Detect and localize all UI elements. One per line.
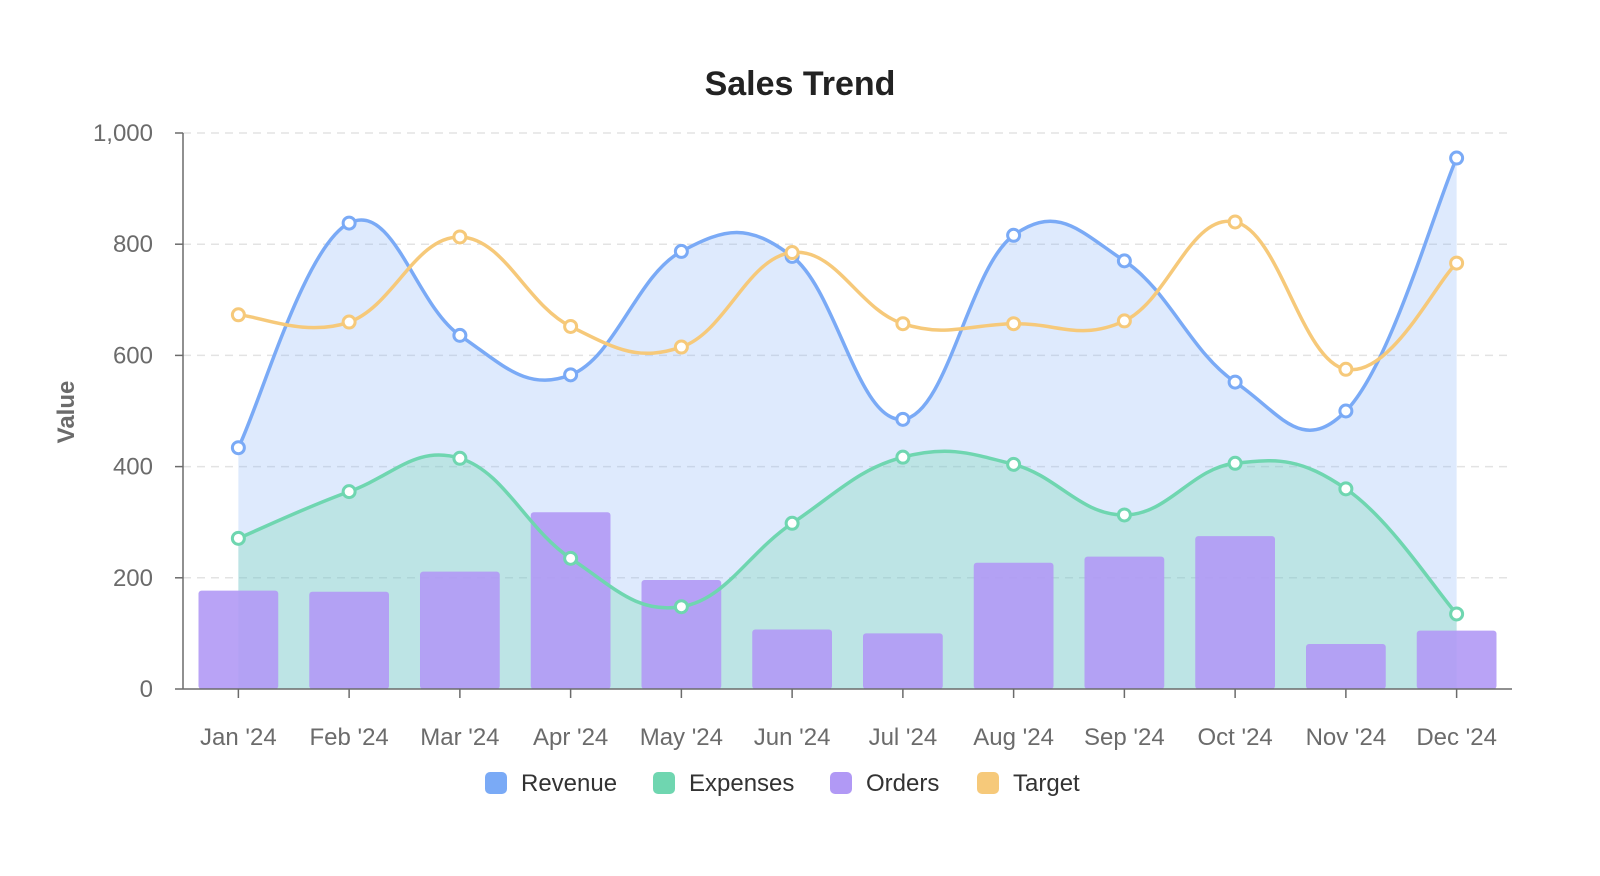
- y-tick-label-600: 600: [113, 342, 153, 369]
- point-revenue-may-24: [673, 243, 689, 259]
- legend-label-revenue: Revenue: [521, 770, 617, 797]
- point-expenses-jan-24: [230, 530, 246, 546]
- point-expenses-feb-24: [341, 484, 357, 500]
- x-tick-label-jul-24: Jul '24: [869, 724, 938, 751]
- x-tick-label-nov-24: Nov '24: [1306, 724, 1387, 751]
- legend-swatch-expenses: [653, 772, 675, 794]
- line-revenue: [236, 157, 1459, 449]
- point-target-aug-24: [1006, 316, 1022, 332]
- point-revenue-dec-24: [1449, 150, 1465, 166]
- point-expenses-dec-24: [1449, 606, 1465, 622]
- y-tick-label-0: 0: [140, 676, 153, 703]
- bar-orders-aug-24: [973, 562, 1054, 689]
- point-expenses-jun-24: [784, 515, 800, 531]
- legend-label-target: Target: [1013, 770, 1080, 797]
- point-expenses-mar-24: [452, 450, 468, 466]
- point-target-sep-24: [1116, 313, 1132, 329]
- legend-swatch-revenue: [485, 772, 507, 794]
- point-target-jun-24: [784, 245, 800, 261]
- point-revenue-mar-24: [452, 327, 468, 343]
- point-target-jan-24: [230, 307, 246, 323]
- legend-label-orders: Orders: [866, 770, 939, 797]
- x-tick-label-may-24: May '24: [640, 724, 723, 751]
- point-expenses-apr-24: [563, 550, 579, 566]
- x-tick-label-mar-24: Mar '24: [420, 724, 499, 751]
- x-tick-label-dec-24: Dec '24: [1416, 724, 1497, 751]
- point-revenue-oct-24: [1227, 374, 1243, 390]
- bar-orders-nov-24: [1306, 643, 1386, 689]
- bar-orders-mar-24: [420, 571, 500, 689]
- point-revenue-nov-24: [1338, 403, 1354, 419]
- point-revenue-feb-24: [341, 215, 357, 231]
- bar-orders-feb-24: [309, 591, 389, 689]
- point-expenses-aug-24: [1006, 456, 1022, 472]
- bar-orders-apr-24: [530, 512, 611, 689]
- bar-orders-jan-24: [198, 590, 279, 689]
- x-tick-label-aug-24: Aug '24: [973, 724, 1054, 751]
- x-tick-label-feb-24: Feb '24: [309, 724, 388, 751]
- bar-orders-sep-24: [1084, 556, 1165, 689]
- x-tick-label-sep-24: Sep '24: [1084, 724, 1165, 751]
- x-tick-label-apr-24: Apr '24: [533, 724, 608, 751]
- point-target-oct-24: [1227, 214, 1243, 230]
- legend-swatch-orders: [830, 772, 852, 794]
- y-tick-label-200: 200: [113, 565, 153, 592]
- point-expenses-oct-24: [1227, 455, 1243, 471]
- x-tick-label-jun-24: Jun '24: [754, 724, 831, 751]
- x-tick-label-oct-24: Oct '24: [1197, 724, 1272, 751]
- point-target-mar-24: [452, 229, 468, 245]
- point-target-dec-24: [1449, 255, 1465, 271]
- point-target-apr-24: [563, 318, 579, 334]
- legend-swatch-target: [977, 772, 999, 794]
- orders-bars: [198, 512, 1497, 689]
- point-expenses-sep-24: [1116, 507, 1132, 523]
- legend: Revenue Expenses Orders Target: [485, 770, 1080, 797]
- point-target-jul-24: [895, 316, 911, 332]
- chart-title: Sales Trend: [705, 65, 896, 103]
- bar-orders-jul-24: [863, 633, 943, 689]
- point-revenue-apr-24: [563, 367, 579, 383]
- point-target-may-24: [673, 339, 689, 355]
- point-expenses-nov-24: [1338, 481, 1354, 497]
- y-tick-label-400: 400: [113, 454, 153, 481]
- y-tick-label-800: 800: [113, 231, 153, 258]
- bar-orders-oct-24: [1195, 536, 1275, 689]
- point-target-feb-24: [341, 314, 357, 330]
- y-tick-label-1000: 1,000: [93, 120, 153, 147]
- point-target-nov-24: [1338, 361, 1354, 377]
- point-expenses-jul-24: [895, 449, 911, 465]
- x-tick-label-jan-24: Jan '24: [200, 724, 277, 751]
- point-revenue-jan-24: [230, 440, 246, 456]
- bar-orders-jun-24: [752, 629, 832, 689]
- series-points: [230, 150, 1465, 622]
- point-revenue-sep-24: [1116, 253, 1132, 269]
- point-revenue-aug-24: [1006, 227, 1022, 243]
- legend-label-expenses: Expenses: [689, 770, 794, 797]
- point-revenue-jul-24: [895, 411, 911, 427]
- point-expenses-may-24: [673, 599, 689, 615]
- y-axis-title: Value: [53, 381, 80, 444]
- bar-orders-dec-24: [1416, 630, 1497, 689]
- axes: 0 200 400 600 800 1,000 Jan '24 Feb '24 Mar '24 A…: [93, 120, 1512, 751]
